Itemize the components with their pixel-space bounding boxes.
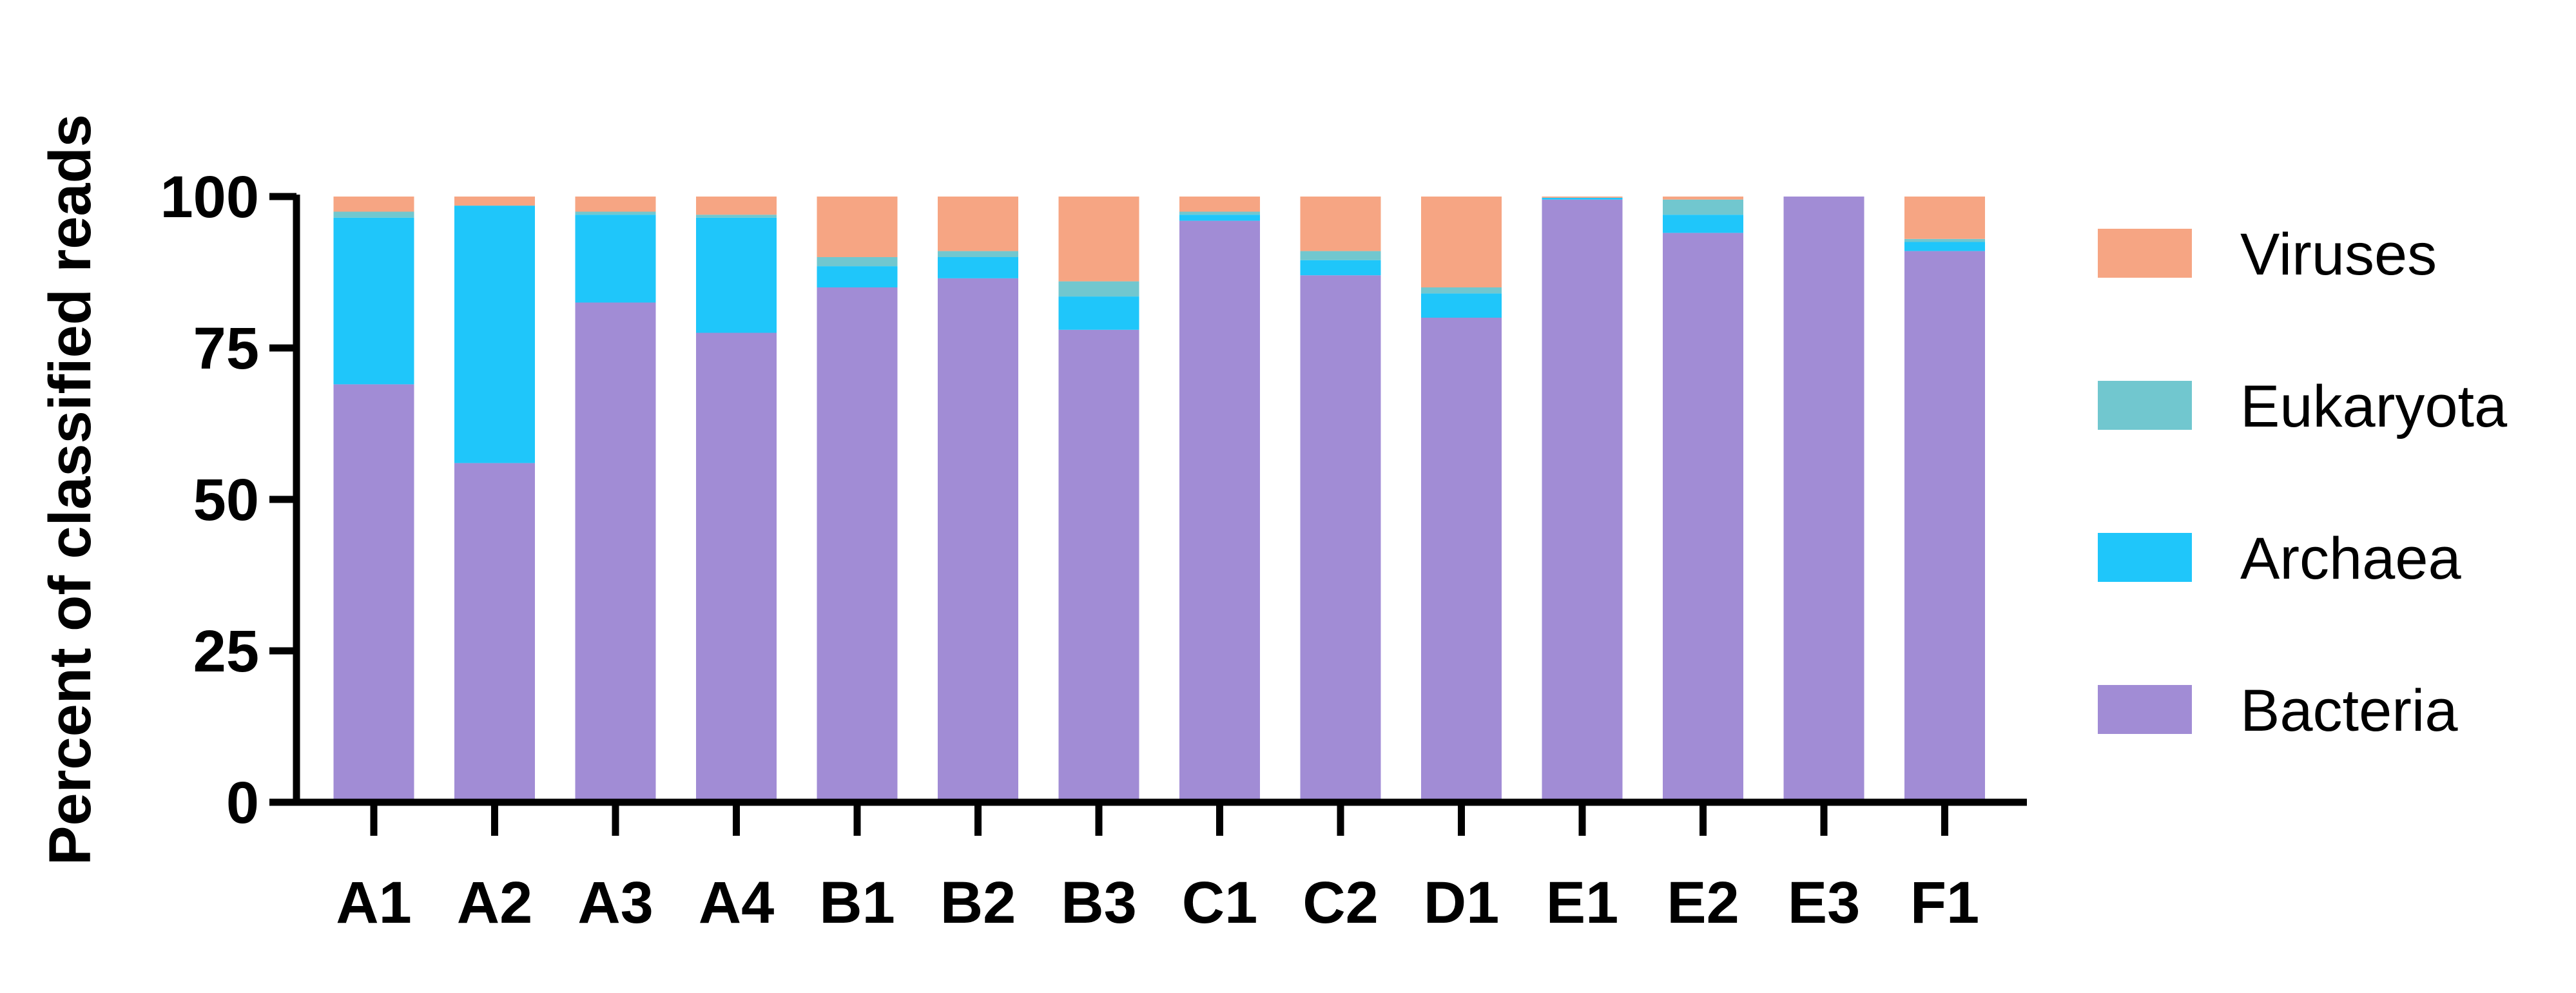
bar-segment-a4-bacteria (696, 333, 777, 802)
x-tick-label-b1: B1 (819, 870, 895, 936)
bar-segment-c1-bacteria (1179, 220, 1260, 803)
y-tick-label-25: 25 (193, 619, 259, 684)
bar-segment-b3-bacteria (1058, 329, 1139, 802)
x-tick-label-d1: D1 (1424, 870, 1500, 936)
x-tick-label-a2: A2 (457, 870, 533, 936)
bar-segment-b2-eukaryota (938, 251, 1018, 257)
bar-segment-c1-viruses (1179, 197, 1260, 212)
bar-segment-e3-bacteria (1783, 197, 1864, 802)
legend: Viruses Eukaryota Archaea Bacteria (2098, 222, 2508, 744)
bar-segment-f1-bacteria (1904, 251, 1985, 803)
x-tick-label-c1: C1 (1182, 870, 1258, 936)
bar-segment-b3-eukaryota (1058, 281, 1139, 297)
bar-segment-c2-viruses (1300, 197, 1381, 251)
bar-segment-a1-viruses (333, 197, 414, 212)
bar-segment-e2-archaea (1663, 215, 1743, 233)
bar-segment-e2-eukaryota (1663, 199, 1743, 215)
x-tick-label-e3: E3 (1788, 870, 1861, 936)
bar-segment-e2-bacteria (1663, 233, 1743, 802)
bar-segment-a2-archaea (454, 206, 535, 463)
bar-segment-e1-bacteria (1542, 199, 1623, 802)
bar-segment-e2-viruses (1663, 197, 1743, 200)
legend-label-viruses: Viruses (2240, 222, 2437, 287)
legend-swatch-viruses (2098, 229, 2192, 278)
bar-segment-a3-bacteria (575, 302, 656, 802)
bar-segment-c2-archaea (1300, 260, 1381, 276)
bar-segment-a1-archaea (333, 217, 414, 385)
bar-segment-b3-viruses (1058, 197, 1139, 282)
y-tick-label-50: 50 (193, 467, 259, 533)
bar-segment-a1-bacteria (333, 384, 414, 802)
bar-segment-a2-viruses (454, 197, 535, 206)
legend-swatch-eukaryota (2098, 381, 2192, 430)
legend-label-bacteria: Bacteria (2240, 678, 2458, 744)
x-tick-label-b3: B3 (1061, 870, 1137, 936)
legend-swatch-bacteria (2098, 685, 2192, 734)
x-tick-label-f1: F1 (1910, 870, 1979, 936)
x-tick-label-e2: E2 (1667, 870, 1739, 936)
bar-segment-e1-viruses (1542, 197, 1623, 198)
bar-segment-d1-eukaryota (1421, 287, 1502, 294)
bar-segment-c2-eukaryota (1300, 251, 1381, 260)
bar-segment-b2-archaea (938, 257, 1018, 278)
bar-segment-b3-archaea (1058, 296, 1139, 330)
x-tick-label-a3: A3 (577, 870, 654, 936)
bar-segment-a3-eukaryota (575, 211, 656, 215)
bar-segment-a4-viruses (696, 197, 777, 215)
y-tick-label-100: 100 (160, 164, 260, 230)
bar-segment-c1-archaea (1179, 215, 1260, 221)
bar-segment-f1-viruses (1904, 197, 1985, 239)
legend-label-eukaryota: Eukaryota (2240, 374, 2508, 439)
bar-segment-f1-archaea (1904, 242, 1985, 251)
bar-segment-c2-bacteria (1300, 275, 1381, 802)
bar-segment-c1-eukaryota (1179, 211, 1260, 215)
x-tick-label-e1: E1 (1546, 870, 1619, 936)
x-tick-label-a4: A4 (699, 870, 775, 936)
y-tick-label-0: 0 (226, 770, 259, 836)
bar-segment-b1-archaea (817, 266, 898, 287)
bar-segment-a3-viruses (575, 197, 656, 212)
legend-swatch-archaea (2098, 533, 2192, 582)
bar-segment-e1-archaea (1542, 197, 1623, 200)
bar-segment-a2-bacteria (454, 463, 535, 802)
bar-segment-f1-eukaryota (1904, 238, 1985, 242)
bar-segment-b1-eukaryota (817, 257, 898, 267)
bar-segment-b1-viruses (817, 197, 898, 257)
bar-segment-a1-eukaryota (333, 211, 414, 218)
bar-segment-d1-viruses (1421, 197, 1502, 287)
bar-segment-d1-bacteria (1421, 318, 1502, 802)
bar-segment-a3-archaea (575, 215, 656, 303)
x-tick-label-a1: A1 (336, 870, 412, 936)
bar-segment-a4-eukaryota (696, 215, 777, 218)
bar-segment-b2-bacteria (938, 278, 1018, 802)
y-tick-label-75: 75 (193, 316, 259, 381)
axes-group: 0 25 50 75 100 A1 A2 A3 A4 B1 B2 B3 C1 C2 D1 E1 E2 E3 F1 (160, 164, 2027, 936)
bars-group (333, 197, 1985, 803)
bar-segment-b1-bacteria (817, 287, 898, 802)
legend-label-archaea: Archaea (2240, 526, 2461, 592)
x-tick-label-c2: C2 (1303, 870, 1379, 936)
bar-segment-a4-archaea (696, 217, 777, 333)
bar-segment-b2-viruses (938, 197, 1018, 251)
bar-segment-d1-archaea (1421, 293, 1502, 318)
x-tick-label-b2: B2 (940, 870, 1016, 936)
y-axis-title: Percent of classified reads (37, 114, 103, 865)
